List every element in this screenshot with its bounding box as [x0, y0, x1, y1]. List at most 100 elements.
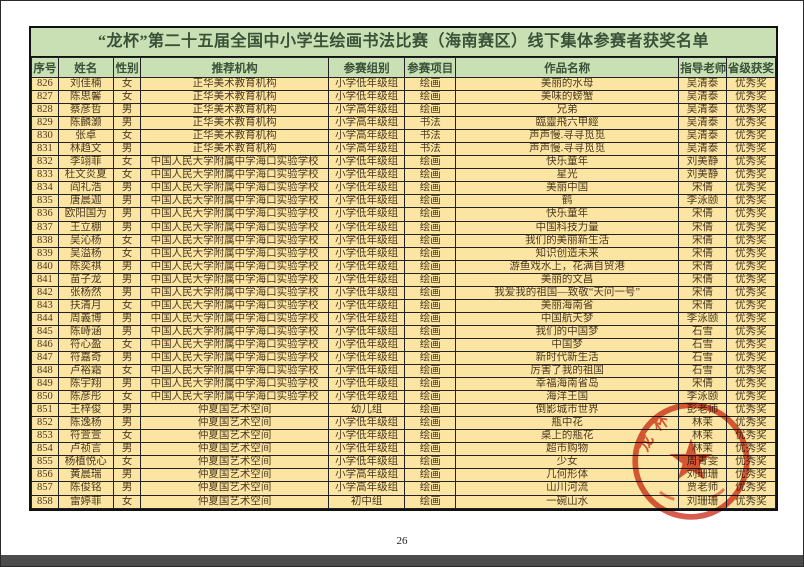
cell-teacher: 林茉	[678, 442, 727, 457]
cell-award: 优秀奖	[725, 168, 777, 183]
cell-index: 832	[31, 155, 59, 170]
cell-teacher: 石雪	[678, 337, 727, 352]
cell-award: 优秀奖	[725, 285, 777, 300]
cell-index: 854	[31, 442, 59, 457]
cell-group: 小学低年级组	[327, 76, 406, 92]
col-header-award: 省级获奖	[725, 57, 777, 78]
cell-group: 小学低年级组	[327, 442, 406, 457]
cell-name: 阎礼浩	[57, 181, 114, 196]
table-row: 857 陈俊铭男仲夏国艺术空间 小学高年级组 绘画 山川河流 贾老师 优秀奖	[31, 481, 777, 496]
col-header-index: 序号	[31, 57, 59, 78]
cell-organization: 正华美术教育机构	[140, 103, 329, 118]
cell-gender: 女	[112, 129, 142, 144]
cell-award: 优秀奖	[725, 455, 777, 470]
cell-group: 小学高年级组	[327, 468, 406, 483]
table-row: 844 周義博男中国人民大学附属中学海口实验学校 小学低年级组 绘画 中国航天梦 李泳颐优…	[31, 311, 777, 326]
cell-teacher: 宋倩	[678, 377, 727, 392]
cell-work-title: 臨靈飛六甲經	[455, 116, 680, 131]
cell-name: 吴溢杨	[57, 246, 114, 261]
cell-name: 卢祯言	[57, 442, 114, 457]
cell-teacher: 吴清泰	[678, 142, 727, 157]
cell-category: 绘画	[404, 337, 457, 352]
cell-award: 优秀奖	[725, 481, 777, 496]
cell-index: 851	[31, 403, 59, 418]
cell-category: 绘画	[404, 207, 457, 222]
cell-index: 846	[31, 337, 59, 352]
cell-award: 优秀奖	[725, 494, 777, 509]
cell-gender: 女	[112, 76, 142, 92]
page-number: 26	[396, 535, 408, 547]
cell-gender: 女	[112, 429, 142, 444]
cell-teacher: 吴清泰	[678, 116, 727, 131]
cell-group: 小学低年级组	[327, 233, 406, 248]
cell-group: 小学低年级组	[327, 416, 406, 431]
table-header-row: 序号 姓名 性别 推荐机构 参赛组别 参赛项目 作品名称 指导老师 省级获奖	[31, 57, 777, 78]
cell-name: 周義博	[57, 311, 114, 326]
cell-organization: 中国人民大学附属中学海口实验学校	[140, 233, 329, 248]
cell-teacher: 吴清泰	[678, 90, 727, 105]
cell-teacher: 石雪	[678, 350, 727, 366]
table-row: 845 陈峙涵男中国人民大学附属中学海口实验学校 小学低年级组 绘画 我们的中国梦 石雪优…	[31, 324, 777, 339]
cell-gender: 女	[112, 233, 142, 248]
table-row: 841 苗子龙男中国人民大学附属中学海口实验学校 小学低年级组 绘画 美丽的文昌 宋倩 优秀…	[31, 272, 777, 287]
cell-category: 绘画	[404, 194, 457, 209]
cell-award: 优秀奖	[725, 246, 777, 261]
cell-gender: 女	[112, 246, 142, 261]
cell-organization: 中国人民大学附属中学海口实验学校	[140, 390, 329, 405]
cell-work-title: 游鱼戏水上，花满自贸港	[455, 259, 680, 274]
table-row: 851 王梓俊男仲夏国艺术空间 幼儿组 绘画 倒影城市世界 彭老师 优秀奖	[31, 403, 777, 418]
cell-award: 优秀奖	[725, 324, 777, 339]
cell-category: 绘画	[404, 155, 457, 170]
cell-teacher: 刘珊珊	[678, 468, 727, 483]
cell-category: 绘画	[404, 429, 457, 444]
cell-index: 855	[31, 455, 59, 470]
cell-index: 843	[31, 298, 59, 313]
cell-name: 符嘉奇	[57, 350, 114, 366]
cell-award: 优秀奖	[725, 103, 777, 118]
cell-gender: 男	[112, 220, 142, 235]
cell-work-title: 倒影城市世界	[455, 403, 680, 418]
cell-award: 优秀奖	[725, 233, 777, 248]
cell-category: 绘画	[404, 285, 457, 300]
cell-work-title: 美丽海南省	[455, 298, 680, 313]
cell-name: 陈逸杨	[57, 416, 114, 431]
cell-name: 欧阳国为	[57, 207, 114, 222]
cell-category: 绘画	[404, 377, 457, 392]
cell-category: 绘画	[404, 220, 457, 235]
cell-index: 834	[31, 181, 59, 196]
cell-name: 杨植悦心	[57, 455, 114, 470]
cell-name: 唐晨迦	[57, 194, 114, 209]
table-row: 847 符嘉奇男中国人民大学附属中学海口实验学校 小学低年级组 绘画 新时代新生活 石雪优…	[31, 350, 777, 366]
cell-group: 小学低年级组	[327, 337, 406, 352]
cell-gender: 男	[112, 285, 142, 300]
cell-index: 835	[31, 194, 59, 209]
cell-gender: 男	[112, 442, 142, 457]
cell-category: 绘画	[404, 272, 457, 287]
cell-category: 绘画	[404, 181, 457, 196]
cell-group: 小学低年级组	[327, 311, 406, 326]
cell-name: 陈奕祺	[57, 259, 114, 274]
cell-gender: 男	[112, 403, 142, 418]
cell-name: 雷婷菲	[57, 494, 114, 509]
cell-index: 842	[31, 285, 59, 300]
cell-organization: 正华美术教育机构	[140, 76, 329, 92]
cell-group: 小学低年级组	[327, 155, 406, 170]
table-row: 826 刘佳楠女正华美术教育机构 小学低年级组 绘画 美丽的水母 吴清泰 优秀奖	[31, 76, 777, 92]
cell-organization: 正华美术教育机构	[140, 90, 329, 105]
cell-group: 小学低年级组	[327, 298, 406, 313]
cell-gender: 女	[112, 298, 142, 313]
cell-organization: 中国人民大学附属中学海口实验学校	[140, 155, 329, 170]
cell-organization: 仲夏国艺术空间	[140, 455, 329, 470]
col-header-organization: 推荐机构	[140, 57, 329, 78]
cell-name: 李翊菲	[57, 155, 114, 170]
table-row: 831 林趋文男正华美术教育机构 小学高年级组 书法 声声慢.寻寻觅觅 吴清泰 优秀奖	[31, 142, 777, 157]
table-row: 842 张杨然男中国人民大学附属中学海口实验学校 小学低年级组 绘画 我爱我的祖国—致敬…	[31, 285, 777, 300]
cell-organization: 仲夏国艺术空间	[140, 494, 329, 509]
cell-index: 840	[31, 259, 59, 274]
table-row: 854 卢祯言男仲夏国艺术空间 小学低年级组 绘画 超市购物 林茉 优秀奖	[31, 442, 777, 457]
cell-teacher: 宋倩	[678, 298, 727, 313]
cell-teacher: 石雪	[678, 324, 727, 339]
cell-gender: 男	[112, 259, 142, 274]
cell-award: 优秀奖	[725, 142, 777, 157]
